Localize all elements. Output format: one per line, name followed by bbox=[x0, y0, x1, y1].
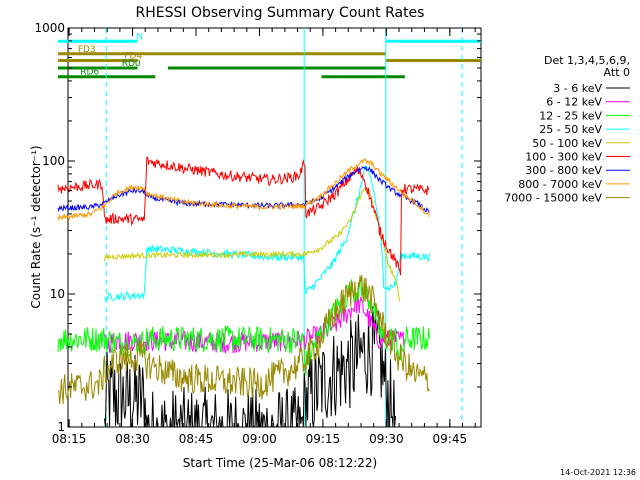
y-tick-label: 1 bbox=[57, 420, 65, 434]
x-tick-label: 08:15 bbox=[52, 432, 87, 446]
y-tick-label: 100 bbox=[42, 154, 65, 168]
x-tick-label: 08:45 bbox=[179, 432, 214, 446]
segment-label-rd0: RD0 bbox=[122, 59, 141, 69]
chart-title: RHESSI Observing Summary Count Rates bbox=[136, 5, 425, 21]
series-line-7000-15000-kev bbox=[57, 274, 430, 405]
legend-item-label: 25 - 50 keV bbox=[539, 123, 602, 136]
x-axis-label: Start Time (25-Mar-06 08:12:22) bbox=[183, 456, 377, 470]
segment-label-fd3: FD3 bbox=[78, 45, 96, 55]
legend-item-label: 300 - 800 keV bbox=[525, 164, 602, 177]
segment-label-rd6: RD6 bbox=[80, 68, 99, 78]
legend-item-label: 7000 - 15000 keV bbox=[504, 192, 602, 205]
y-tick-label: 1000 bbox=[34, 21, 65, 35]
series-line-25-50-kev bbox=[104, 165, 430, 303]
legend-item-label: 3 - 6 keV bbox=[553, 82, 602, 95]
segment-label-fd4: FD4 bbox=[124, 51, 142, 61]
legend-item-label: 100 - 300 keV bbox=[525, 151, 602, 164]
legend-item-label: 50 - 100 keV bbox=[532, 137, 602, 150]
series-line-3-6-kev bbox=[104, 306, 396, 428]
legend-item-label: 800 - 7000 keV bbox=[518, 178, 602, 191]
axes: 1 10 100 1000 08:15 08:30 08:45 09:00 09:15 09:30… bbox=[34, 21, 481, 446]
legend-item-label: 12 - 25 keV bbox=[539, 109, 602, 122]
x-tick-label: 09:45 bbox=[433, 432, 468, 446]
series-line-50-100-kev bbox=[104, 188, 401, 302]
series-line-12-25-kev bbox=[57, 277, 430, 376]
x-tick-label: 09:15 bbox=[306, 432, 341, 446]
series-line-800-7000-kev bbox=[57, 158, 430, 222]
y-axis-label: Count Rate (s⁻¹ detector⁻¹) bbox=[29, 145, 43, 308]
legend-header: Att 0 bbox=[604, 66, 630, 79]
x-tick-label: 08:30 bbox=[115, 432, 150, 446]
segment-label-n: N bbox=[136, 32, 143, 42]
series-line-6-12-kev bbox=[104, 294, 405, 354]
legend-header: Det 1,3,4,5,6,9, bbox=[544, 54, 630, 67]
legend-item-label: 6 - 12 keV bbox=[546, 96, 602, 109]
series-layer bbox=[57, 156, 430, 428]
y-tick-label: 10 bbox=[50, 287, 65, 301]
x-tick-label: 09:00 bbox=[242, 432, 277, 446]
x-tick-label: 09:30 bbox=[369, 432, 404, 446]
footer-timestamp: 14-Oct-2021 12:36 bbox=[560, 468, 636, 477]
series-line-100-300-kev bbox=[57, 156, 430, 276]
